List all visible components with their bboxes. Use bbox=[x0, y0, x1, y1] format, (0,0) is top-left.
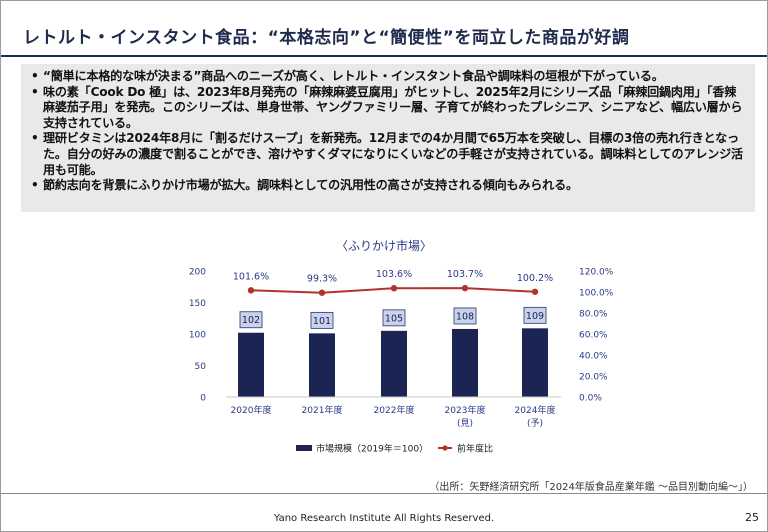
right-axis-tick-label: 20.0% bbox=[579, 373, 608, 383]
title-divider bbox=[1, 55, 767, 57]
category-label: 2020年度 bbox=[231, 404, 272, 416]
right-axis-tick-label: 40.0% bbox=[579, 352, 608, 362]
legend-bar-swatch bbox=[296, 445, 312, 451]
legend-line-marker bbox=[442, 445, 448, 451]
category-label: 2023年度 bbox=[445, 404, 486, 416]
market-size-bar bbox=[238, 332, 264, 397]
legend-line-label: 前年度比 bbox=[457, 443, 493, 455]
right-axis-tick-label: 100.0% bbox=[579, 289, 614, 299]
bar-value-box bbox=[239, 311, 263, 329]
yoy-value-label: 99.3% bbox=[307, 274, 337, 285]
left-axis-tick-label: 200 bbox=[189, 268, 206, 278]
right-axis-tick-label: 80.0% bbox=[579, 310, 608, 320]
bullet-item: 理研ビタミンは2024年8月に「割るだけスープ」を新発売。12月までの4か月間で… bbox=[31, 131, 747, 178]
category-label: 2022年度 bbox=[374, 404, 415, 416]
market-size-bar bbox=[309, 333, 335, 397]
category-label: (見) bbox=[457, 418, 473, 429]
market-size-bar bbox=[381, 330, 407, 397]
bullet-item: 味の素「Cook Do 極」は、2023年8月発売の「麻辣麻婆豆腐用」がヒットし… bbox=[31, 85, 747, 132]
source-note: （出所：矢野経済研究所「2024年版食品産業年鑑 ～品目別動向編～」） bbox=[429, 482, 753, 493]
category-label: 2024年度 bbox=[515, 404, 556, 416]
bar-value-label: 105 bbox=[385, 313, 403, 324]
bullet-item: 節約志向を背景にふりかけ市場が拡大。調味料としての汎用性の高さが支持される傾向も… bbox=[31, 178, 747, 194]
yoy-value-label: 101.6% bbox=[233, 271, 269, 282]
bar-value-box bbox=[310, 311, 334, 329]
category-label: (予) bbox=[527, 418, 543, 429]
bar-value-label: 108 bbox=[456, 311, 474, 322]
bar-value-label: 101 bbox=[313, 316, 331, 327]
bar-value-box bbox=[523, 306, 547, 324]
footer-divider bbox=[1, 493, 767, 494]
chart-title: 〈ふりかけ市場〉 bbox=[335, 239, 432, 253]
slide-title: レトルト・インスタント食品：“本格志向”と“簡便性”を両立した商品が好調 bbox=[23, 28, 630, 48]
bar-value-box bbox=[453, 307, 477, 325]
copyright-footer: Yano Research Institute All Rights Reser… bbox=[273, 513, 495, 524]
yoy-marker bbox=[531, 288, 539, 295]
yoy-value-label: 100.2% bbox=[517, 273, 553, 284]
yoy-value-label: 103.6% bbox=[376, 269, 412, 280]
bar-value-label: 102 bbox=[242, 315, 260, 326]
category-label: 2021年度 bbox=[302, 404, 343, 416]
left-axis-tick-label: 150 bbox=[189, 299, 206, 309]
yoy-marker bbox=[318, 289, 326, 296]
right-axis-tick-label: 0.0% bbox=[579, 394, 602, 404]
bullet-list: “簡単に本格的な味が決まる”商品へのニーズが高く、レトルト・インスタント食品や調… bbox=[29, 69, 747, 194]
left-axis-tick-label: 0 bbox=[200, 394, 206, 404]
bullet-item: “簡単に本格的な味が決まる”商品へのニーズが高く、レトルト・インスタント食品や調… bbox=[31, 69, 747, 85]
bar-value-box bbox=[382, 309, 406, 327]
market-size-bar bbox=[522, 328, 548, 397]
legend-bar-label: 市場規模（2019年＝100） bbox=[316, 443, 428, 455]
bar-value-label: 109 bbox=[526, 311, 544, 322]
left-axis-tick-label: 100 bbox=[189, 331, 206, 341]
yoy-marker bbox=[390, 285, 398, 292]
yoy-marker bbox=[461, 284, 469, 292]
right-axis-tick-label: 120.0% bbox=[579, 268, 614, 278]
right-axis-tick-label: 60.0% bbox=[579, 331, 608, 341]
market-size-bar bbox=[452, 328, 478, 397]
furikake-market-chart: 0 50 100 150 200 0.0% 20.0% 40.0% 60.0% 80.0% 100.… bbox=[189, 268, 614, 455]
summary-box: “簡単に本格的な味が決まる”商品へのニーズが高く、レトルト・インスタント食品や調… bbox=[21, 64, 755, 212]
yoy-marker bbox=[247, 287, 255, 294]
page-number: 25 bbox=[745, 511, 759, 524]
left-axis-tick-label: 50 bbox=[195, 362, 207, 372]
yoy-value-label: 103.7% bbox=[447, 269, 483, 280]
